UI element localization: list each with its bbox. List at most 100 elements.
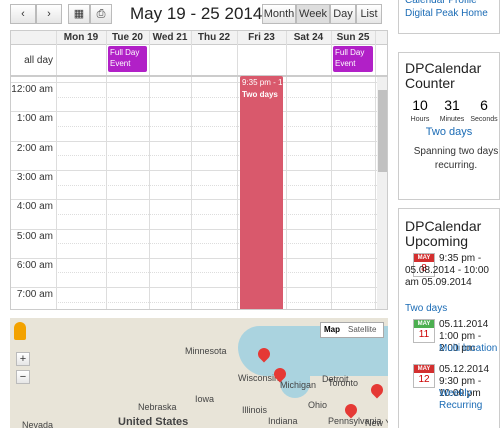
icon-month: MAY	[414, 365, 434, 373]
place-label: Nebraska	[138, 402, 177, 412]
header-row	[11, 31, 387, 45]
event-title: Two days	[242, 90, 278, 99]
print-button[interactable]: ⎙	[90, 4, 112, 24]
hour-line	[11, 228, 377, 230]
zoom-out[interactable]: −	[16, 370, 30, 384]
upcoming-title: DPCalendar Upcoming	[405, 218, 482, 249]
all-day-event[interactable]: Full Day Event	[108, 46, 147, 72]
icon-day: 12	[418, 374, 430, 385]
place-label: United States	[118, 416, 189, 428]
sidebar-link[interactable]: Calendar Profile	[405, 0, 477, 6]
timed-event[interactable]: 9:35 pm - 1 Two days	[240, 76, 283, 309]
place-label: Detroit	[322, 374, 349, 384]
day-header: Tue 20	[112, 32, 143, 43]
upcoming-link[interactable]: Two days	[405, 303, 448, 314]
counter-description: Spanning two days recurring.	[413, 146, 499, 171]
half-hour-line	[56, 272, 377, 274]
calendar-grid: Mon 19 Tue 20 Wed 21 Thu 22 Fri 23 Sat 24 Sun …	[10, 30, 388, 310]
place-label: Indiana	[268, 416, 298, 426]
time-label: 2:00 am	[16, 142, 53, 154]
day-header: Mon 19	[63, 32, 99, 43]
icon-month: MAY	[414, 254, 434, 262]
half-hour-line	[56, 155, 377, 157]
time-label: 1:00 am	[16, 113, 53, 125]
half-hour-line	[56, 301, 377, 303]
zoom-in[interactable]: +	[16, 352, 30, 366]
icon-day: 8	[421, 263, 427, 274]
day-header: Fri 23	[248, 32, 275, 43]
time-label: 5:00 am	[16, 230, 53, 242]
day-header: Sat 24	[293, 32, 324, 43]
view-button[interactable]: Day	[330, 4, 356, 24]
half-hour-line	[56, 184, 377, 186]
map-button[interactable]: Map	[324, 325, 340, 334]
upcoming-box: DPCalendar Upcoming MAY 8 9:35 pm - 05.08.2…	[398, 208, 500, 428]
day-header: Sun 25	[336, 32, 370, 43]
place-label: Nevada	[22, 420, 54, 428]
all-day-label: all day	[24, 55, 53, 66]
hour-line	[11, 257, 377, 259]
date-icon: MAY 11	[413, 319, 435, 343]
counter-value: 10	[412, 97, 428, 113]
view-button[interactable]: Month	[262, 4, 296, 24]
place-label: Wisconsin	[238, 373, 280, 383]
counter-unit: Hours	[410, 116, 430, 123]
calendar-button[interactable]: ▦	[68, 4, 90, 24]
place-label: Ohio	[308, 400, 328, 410]
time-label: 12:00 am	[11, 84, 53, 95]
half-hour-line	[56, 243, 377, 245]
scrollbar[interactable]	[377, 76, 387, 309]
place-label: Toronto	[328, 378, 359, 388]
counter-unit: Seconds	[470, 116, 498, 123]
day-header: Wed 21	[152, 32, 188, 43]
place-label: Minnesota	[185, 346, 227, 356]
time-label: 3:00 am	[16, 171, 53, 183]
place-label: New York	[365, 418, 388, 428]
upcoming-link[interactable]: Multi location	[439, 343, 498, 354]
upcoming-date: 05.11.2014 1:00 pm - 2:00 pm	[439, 319, 489, 354]
time-label: 7:00 am	[16, 289, 53, 301]
street-view[interactable]	[14, 322, 26, 340]
hour-line	[11, 287, 377, 289]
title: May 19 - 25 2014	[130, 4, 263, 23]
counter-value: 31	[444, 97, 460, 113]
upcoming-date: 9:35 pm - 05.08.2014 - 10:00 am 05.09.20…	[405, 253, 489, 288]
half-hour-line	[56, 213, 377, 215]
place-label: Michigan	[280, 380, 317, 390]
icon-month: MAY	[414, 320, 434, 328]
hour-line	[11, 169, 377, 171]
lake	[280, 358, 310, 398]
time-label: 6:00 am	[16, 259, 53, 271]
hour-line	[11, 140, 377, 142]
date-icon: MAY 8	[413, 253, 435, 277]
next-button[interactable]: ›	[36, 4, 62, 24]
place-label: Iowa	[195, 394, 215, 404]
event-time: 9:35 pm - 1	[242, 78, 283, 87]
prev-button[interactable]: ‹	[10, 4, 36, 24]
view-button[interactable]: Week	[296, 4, 330, 24]
map[interactable]: + − Map Satellite Minnesota Wisconsin Michig…	[10, 318, 388, 428]
counter-box: DPCalendar Counter 10 Hours 31 Minutes 6 Secon…	[398, 52, 500, 200]
counter-event[interactable]: Two days	[425, 126, 473, 138]
time-label: 4:00 am	[16, 201, 53, 213]
view-button[interactable]: List	[356, 4, 382, 24]
all-day-event[interactable]: Full Day Event	[333, 46, 373, 72]
hour-line	[11, 111, 377, 113]
counter-value: 6	[480, 97, 488, 113]
sidebar-link[interactable]: Digital Peak Home	[405, 8, 488, 19]
counter-title: DPCalendar Counter	[405, 60, 482, 91]
satellite-button[interactable]: Satellite	[348, 325, 377, 334]
place-label: Pennsylvania	[328, 416, 382, 426]
upcoming-link[interactable]: Weekly Recurring	[439, 388, 483, 411]
scroll-thumb[interactable]	[378, 90, 387, 172]
half-hour-line	[56, 125, 377, 127]
map-pin[interactable]	[368, 381, 386, 399]
map-type: Map Satellite	[320, 322, 384, 338]
sidebar: Calendar Profile Digital Peak Home DPCalen…	[396, 0, 500, 428]
date-icon: MAY 12	[413, 364, 435, 388]
half-hour-line	[56, 96, 377, 98]
hour-line	[11, 82, 377, 83]
all-day-border	[11, 75, 387, 77]
place-label: Illinois	[242, 405, 268, 415]
